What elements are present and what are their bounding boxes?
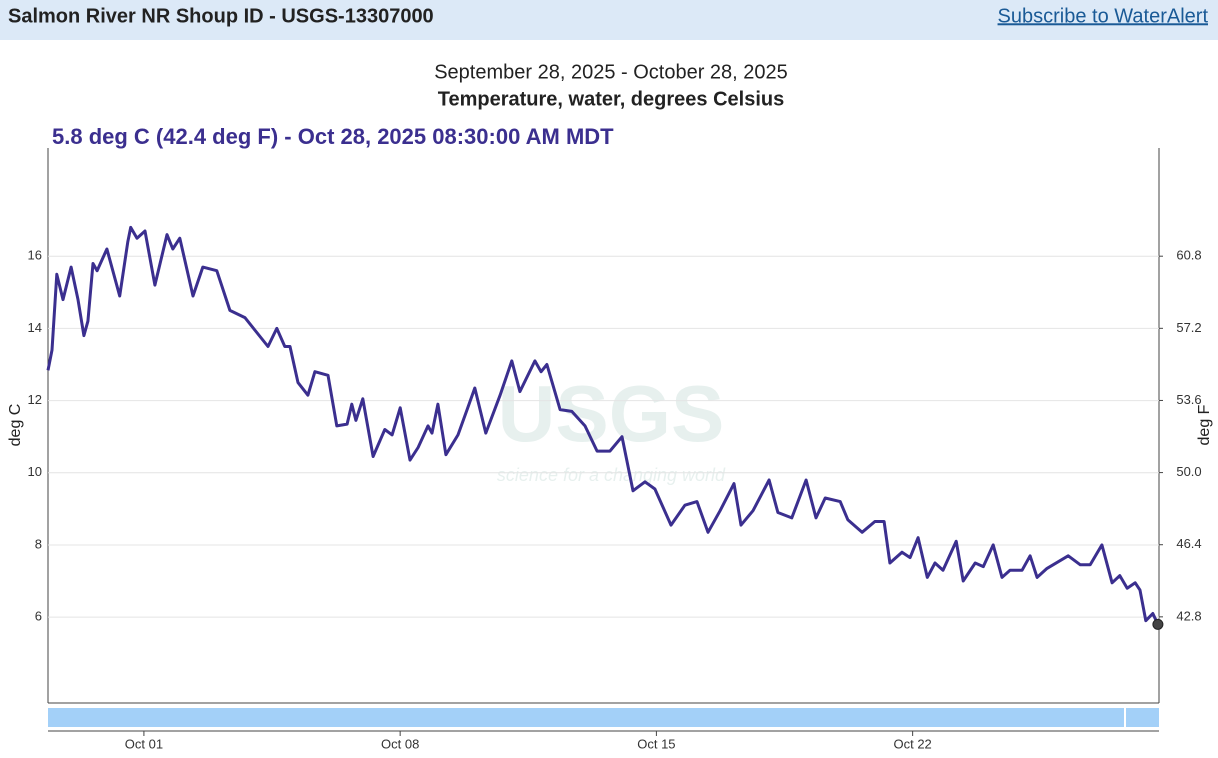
x-tick-label: Oct 01 xyxy=(125,736,163,751)
x-tick-label: Oct 08 xyxy=(381,736,419,751)
y2-tick-label: 60.8 xyxy=(1176,248,1201,263)
chart-subtitle: Temperature, water, degrees Celsius xyxy=(438,88,784,110)
wateralert-link[interactable]: Subscribe to WaterAlert xyxy=(998,5,1209,27)
y-tick-label: 8 xyxy=(35,536,42,551)
brush-track[interactable] xyxy=(48,708,1159,727)
y-tick-label: 12 xyxy=(28,392,42,407)
y-axis-label: deg C xyxy=(7,404,24,447)
y2-tick-label: 50.0 xyxy=(1176,464,1201,479)
y2-tick-label: 46.4 xyxy=(1176,536,1201,551)
x-tick-label: Oct 22 xyxy=(893,736,931,751)
y2-tick-label: 53.6 xyxy=(1176,392,1201,407)
header-title: Salmon River NR Shoup ID - USGS-13307000 xyxy=(8,5,434,27)
y-tick-label: 16 xyxy=(28,248,42,263)
current-point xyxy=(1152,618,1164,630)
y2-tick-label: 57.2 xyxy=(1176,320,1201,335)
tooltip-text: 5.8 deg C (42.4 deg F) - Oct 28, 2025 08… xyxy=(52,124,614,149)
watermark-tagline: science for a changing world xyxy=(497,465,726,485)
chart-title: September 28, 2025 - October 28, 2025 xyxy=(434,61,788,83)
y2-tick-label: 42.8 xyxy=(1176,608,1201,623)
y2-axis-label: deg F xyxy=(1196,404,1213,445)
header-bar xyxy=(0,0,1218,40)
y-tick-label: 10 xyxy=(28,464,42,479)
watermark: USGS xyxy=(498,369,725,458)
y-tick-label: 14 xyxy=(28,320,42,335)
y-tick-label: 6 xyxy=(35,609,42,624)
temperature-line xyxy=(46,225,1160,625)
x-tick-label: Oct 15 xyxy=(637,736,675,751)
